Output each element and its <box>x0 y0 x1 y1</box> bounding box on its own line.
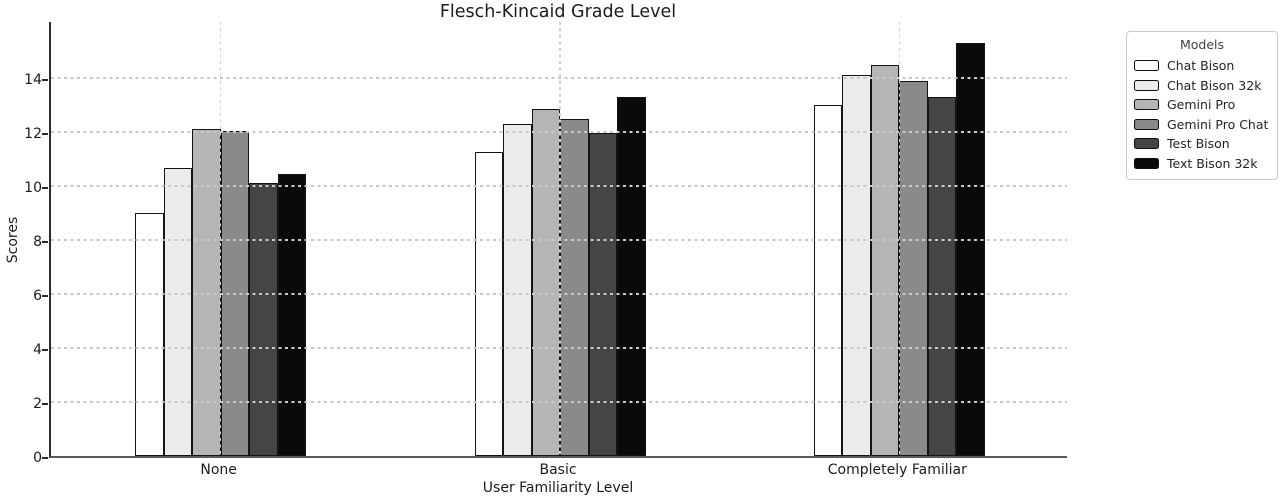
bar-test-bison-completely-familiar <box>927 96 957 456</box>
bar-gemini-pro-completely-familiar <box>870 64 900 456</box>
y-tick-label: 14 <box>24 72 42 89</box>
y-tick-label: 4 <box>33 342 42 358</box>
legend-swatch-icon <box>1134 79 1159 91</box>
chart-title: Flesch-Kincaid Grade Level <box>439 2 677 22</box>
y-tick-mark <box>42 241 48 244</box>
legend-swatch-icon <box>1134 99 1159 111</box>
bar-chat-bison-none <box>135 213 164 456</box>
y-tick-label: 6 <box>33 288 42 305</box>
legend-item-text-bison-32k: Text Bison 32k <box>1134 154 1270 174</box>
legend-title: Models <box>1179 37 1225 52</box>
y-tick-mark <box>42 349 48 351</box>
legend-swatch-icon <box>1134 60 1159 72</box>
y-tick-mark <box>42 295 48 298</box>
bar-chat-bison-32k-none <box>163 168 193 456</box>
y-tick-mark <box>42 79 48 82</box>
y-tick-label: 8 <box>33 234 42 251</box>
legend-label: Test Bison <box>1167 136 1230 152</box>
gridline-y-2 <box>51 401 1067 403</box>
gridline-x-none <box>219 22 222 456</box>
bar-text-bison-32k-basic <box>617 96 646 456</box>
gridline-y-10 <box>51 185 1067 187</box>
x-axis-label: User Familiarity Level <box>482 480 634 496</box>
legend-label: Text Bison 32k <box>1167 155 1258 171</box>
legend-item-gemini-pro: Gemini Pro <box>1134 95 1270 115</box>
x-tick-label-completely-familiar: Completely Familiar <box>827 462 967 478</box>
legend-swatch-icon <box>1134 138 1159 150</box>
bar-chat-bison-32k-completely-familiar <box>842 75 871 456</box>
gridline-y-8 <box>51 239 1067 241</box>
legend-label: Chat Bison <box>1167 58 1235 74</box>
y-tick-label: 0 <box>33 450 42 466</box>
gridline-y-6 <box>51 293 1067 295</box>
legend-label: Chat Bison 32k <box>1167 77 1262 93</box>
legend-swatch-icon <box>1134 118 1159 130</box>
bar-gemini-pro-basic <box>531 109 560 456</box>
y-tick-mark <box>42 403 48 405</box>
y-tick-label: 12 <box>24 126 42 143</box>
bar-gemini-pro-chat-completely-familiar <box>899 80 928 456</box>
bar-chat-bison-32k-basic <box>503 123 532 456</box>
y-tick-mark <box>42 133 48 136</box>
y-tick-mark <box>42 457 48 459</box>
legend-item-gemini-pro-chat: Gemini Pro Chat <box>1134 115 1270 135</box>
bar-text-bison-32k-none <box>277 173 307 456</box>
gridline-y-4 <box>51 347 1067 349</box>
legend-label: Gemini Pro Chat <box>1167 116 1269 132</box>
bar-chat-bison-basic <box>474 152 503 456</box>
legend-swatch-icon <box>1134 157 1159 169</box>
bar-chat-bison-completely-familiar <box>813 105 843 456</box>
y-tick-label: 2 <box>33 396 42 412</box>
legend-item-test-bison: Test Bison <box>1134 134 1270 154</box>
x-tick-label-basic: Basic <box>539 462 577 478</box>
gridline-x-completely-familiar <box>898 22 901 456</box>
legend-items: Chat Bison Chat Bison 32k Gemini Pro Gemini… <box>1134 56 1270 173</box>
plot-area <box>49 22 1067 458</box>
y-tick-mark <box>42 187 48 190</box>
legend-item-chat-bison-32k: Chat Bison 32k <box>1134 76 1270 96</box>
bar-text-bison-32k-completely-familiar <box>956 42 985 456</box>
legend-item-chat-bison: Chat Bison <box>1134 56 1270 76</box>
legend: Models Chat Bison Chat Bison 32k Gemini Pr… <box>1126 31 1278 180</box>
bar-test-bison-none <box>249 183 278 456</box>
gridline-y-12 <box>51 131 1067 133</box>
x-tick-label-none: None <box>200 462 237 478</box>
legend-label: Gemini Pro <box>1167 97 1236 113</box>
y-tick-label: 10 <box>24 180 42 197</box>
gridline-x-basic <box>559 22 561 456</box>
gridline-y-14 <box>51 77 1067 79</box>
bar-gemini-pro-chat-basic <box>560 118 589 456</box>
